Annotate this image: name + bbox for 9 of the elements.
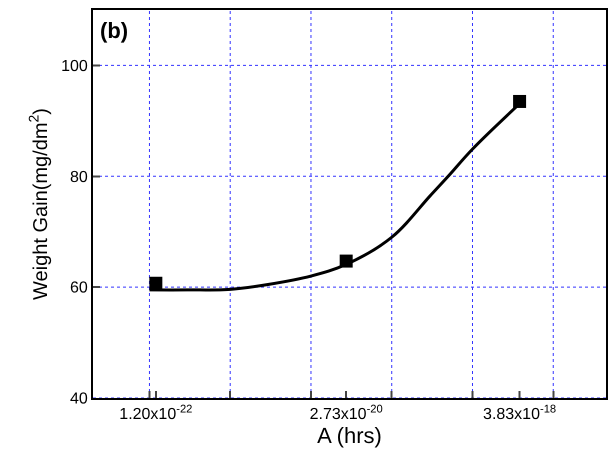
y-tick-label: 60 — [70, 280, 88, 297]
y-tick-label: 80 — [70, 168, 88, 186]
x-tick-label: 2.73x10$^{-20}$ — [310, 403, 383, 424]
x-tick-label: 3.83x10$^{-18}$ — [483, 403, 556, 424]
y-tick-label: 100 — [61, 58, 88, 76]
annotation: (b) — [100, 18, 128, 43]
y-tick-label: 40 — [70, 390, 88, 408]
x-axis-title: A (hrs) — [317, 423, 382, 448]
x-tick-label: 1.20x10$^{-22}$ — [119, 403, 192, 424]
